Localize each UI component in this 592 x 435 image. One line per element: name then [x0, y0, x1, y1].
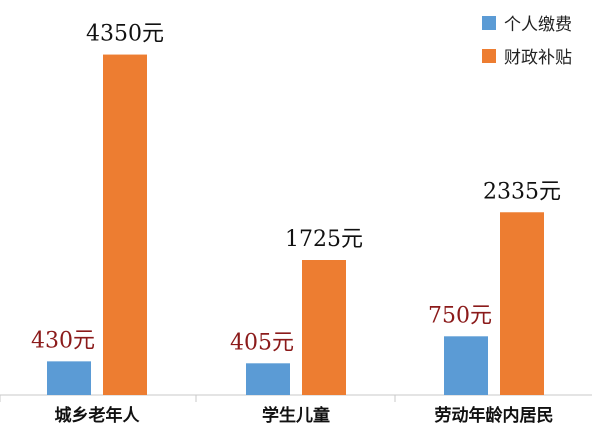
- data-label-s0-c0: 430元: [31, 328, 95, 353]
- legend-swatch-subsidy: [482, 48, 496, 63]
- legend: 个人缴费 财政补贴: [482, 6, 572, 72]
- data-label-s1-c0: 4350元: [86, 22, 164, 47]
- bar-s0-c0: [47, 361, 91, 395]
- legend-item-personal: 个人缴费: [482, 6, 572, 39]
- bar-s1-c1: [302, 260, 346, 395]
- legend-label-personal: 个人缴费: [504, 15, 572, 35]
- data-label-s1-c1: 1725元: [285, 227, 363, 252]
- data-label-s0-c2: 750元: [428, 303, 492, 328]
- category-label-0: 城乡老年人: [55, 405, 141, 426]
- category-label-1: 学生儿童: [262, 405, 330, 426]
- category-label-2: 劳动年龄内居民: [435, 405, 554, 426]
- legend-swatch-personal: [482, 15, 496, 30]
- data-label-s1-c2: 2335元: [483, 179, 561, 204]
- bar-s1-c2: [500, 212, 544, 395]
- bar-s1-c0: [103, 54, 147, 395]
- legend-label-subsidy: 财政补贴: [504, 48, 572, 68]
- data-label-s0-c1: 405元: [230, 330, 294, 355]
- legend-item-subsidy: 财政补贴: [482, 39, 572, 72]
- bar-s0-c2: [444, 336, 488, 395]
- bar-s0-c1: [246, 363, 290, 395]
